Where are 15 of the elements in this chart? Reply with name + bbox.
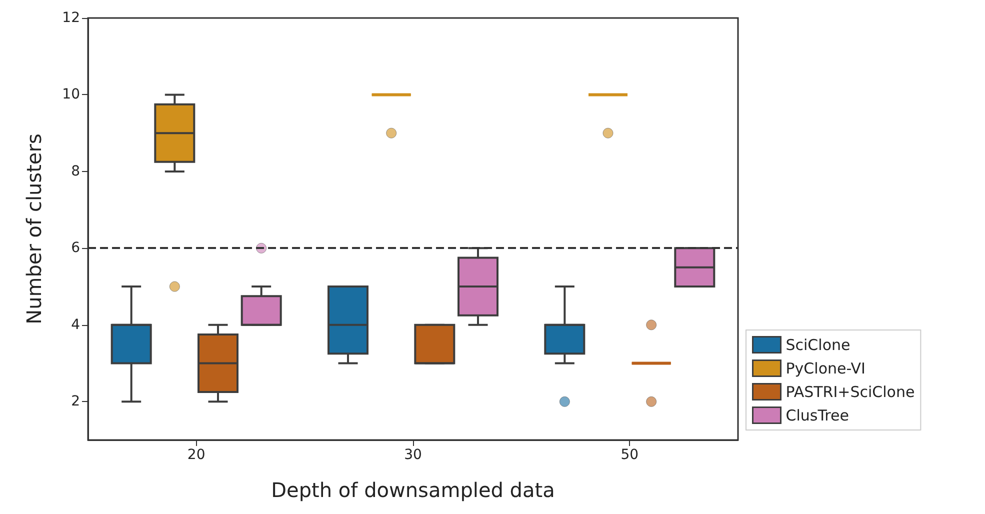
legend-label: PASTRI+SciClone xyxy=(786,382,915,401)
y-tick-label: 12 xyxy=(62,10,80,26)
y-tick-label: 2 xyxy=(71,394,80,410)
x-axis-title: Depth of downsampled data xyxy=(271,478,555,502)
legend-label: PyClone-VI xyxy=(786,359,866,378)
y-tick-label: 4 xyxy=(71,316,80,333)
x-tick-label: 50 xyxy=(620,447,639,463)
y-tick-label: 8 xyxy=(71,163,80,180)
x-tick-label: 30 xyxy=(404,447,422,463)
y-axis-title: Number of clusters xyxy=(22,134,46,324)
y-tick-label: 10 xyxy=(62,86,80,103)
legend-label: ClusTree xyxy=(786,406,849,424)
x-tick-label: 20 xyxy=(187,447,206,463)
y-tick-label: 6 xyxy=(71,240,80,256)
legend-label: SciClone xyxy=(786,336,850,354)
